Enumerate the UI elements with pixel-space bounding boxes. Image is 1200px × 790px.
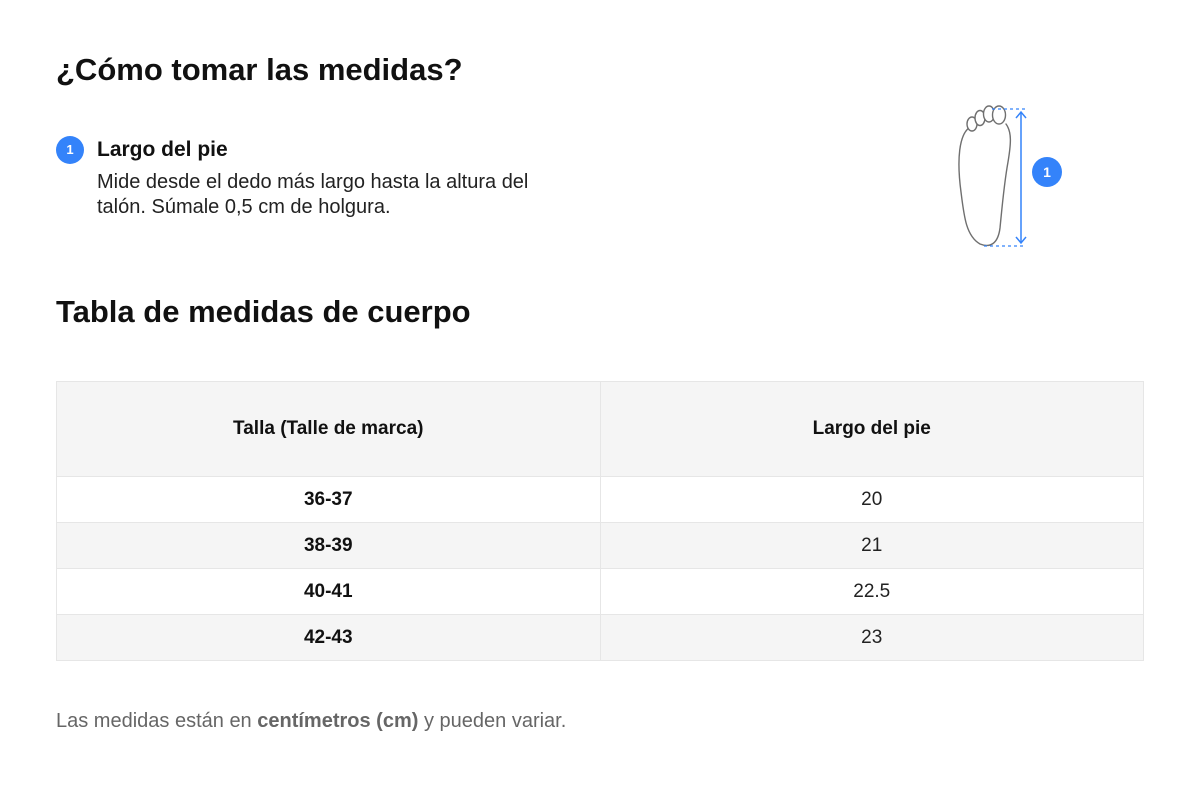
units-note: Las medidas están en centímetros (cm) y … [56, 707, 566, 735]
table-row: 38-39 21 [56, 522, 1144, 569]
size-cell: 42-43 [56, 614, 601, 661]
page-title: ¿Cómo tomar las medidas? [56, 52, 463, 87]
foot-outline-icon: 1 [958, 105, 1062, 247]
step-description: Mide desde el dedo más largo hasta la al… [97, 171, 529, 218]
figure-number-label: 1 [1043, 164, 1051, 180]
table-row: 36-37 20 [56, 476, 1144, 523]
step-title: Largo del pie [97, 138, 228, 161]
units-note-suffix: y pueden variar. [418, 710, 567, 732]
length-cell: 23 [599, 614, 1144, 661]
units-note-prefix: Las medidas están en [56, 710, 258, 732]
size-cell: 38-39 [56, 522, 601, 569]
figure-number-badge [1032, 157, 1062, 187]
table-row: 40-41 22.5 [56, 568, 1144, 615]
header-foot-length: Largo del pie [599, 381, 1144, 477]
step-number-badge: 1 [56, 136, 84, 164]
size-table: Talla (Talle de marca) Largo del pie 36-… [56, 381, 1144, 661]
table-row: 42-43 23 [56, 614, 1144, 661]
length-cell: 21 [599, 522, 1144, 569]
length-cell: 20 [599, 476, 1144, 523]
table-header-row: Talla (Talle de marca) Largo del pie [56, 381, 1144, 477]
length-cell: 22.5 [599, 568, 1144, 615]
table-title: Tabla de medidas de cuerpo [56, 294, 471, 329]
size-cell: 40-41 [56, 568, 601, 615]
size-cell: 36-37 [56, 476, 601, 523]
foot-measurement-figure: 1 [950, 104, 1070, 254]
units-note-unit: centímetros (cm) [257, 710, 419, 732]
header-size: Talla (Talle de marca) [56, 381, 601, 477]
